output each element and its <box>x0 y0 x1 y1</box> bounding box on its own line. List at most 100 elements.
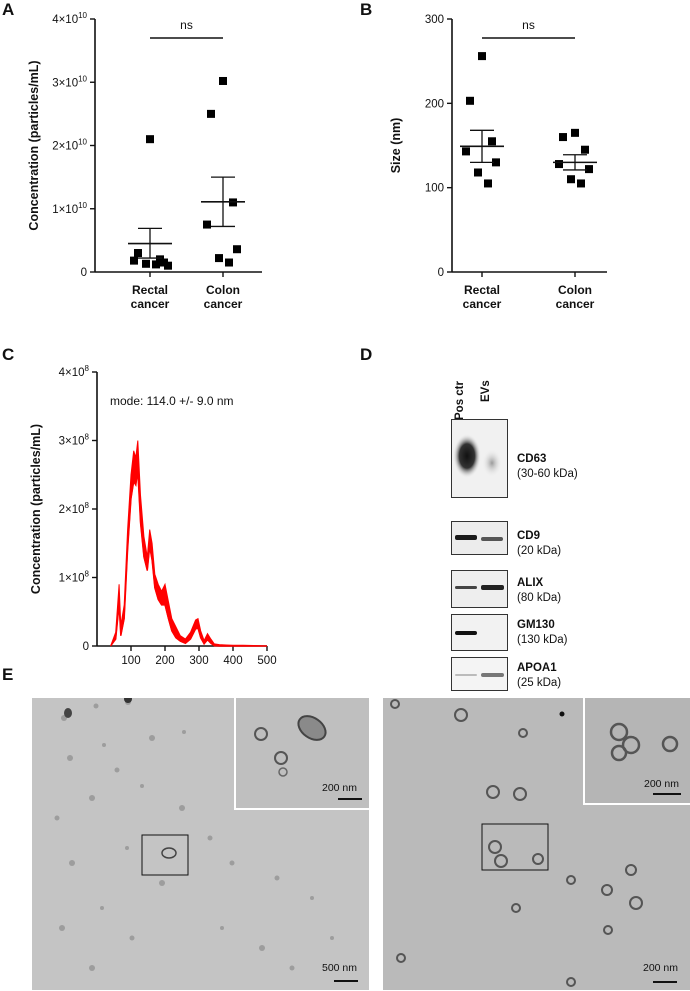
chart-c-annotation: mode: 114.0 +/- 9.0 nm <box>110 394 234 408</box>
chart-b-point-1-4 <box>585 165 593 174</box>
chart-b-point-0-6 <box>484 179 492 188</box>
chart-a-point-1-3 <box>203 220 211 229</box>
chart-b-y-axis-label: Size (nm) <box>389 118 403 174</box>
panel-letter-d: D <box>360 345 373 364</box>
chart-b-category-label-0-0: Rectal <box>464 283 500 297</box>
chart-a-significance-label: ns <box>180 18 193 32</box>
blot-cd63-image <box>451 419 508 498</box>
blot-alix-image <box>451 570 508 608</box>
chart-c-distribution-area <box>110 440 268 647</box>
tem-left-vesicles <box>54 698 358 982</box>
chart-b-category-label-1-0: Colon <box>558 283 592 297</box>
blot-alix-label: ALIX (80 kDa) <box>517 576 561 606</box>
chart-b-point-1-1 <box>559 133 567 142</box>
chart-b-significance-label: ns <box>522 18 535 32</box>
chart-a-ytick-label-4: 4×1010 <box>52 11 87 26</box>
chart-c-ytick-label-4: 4×108 <box>59 364 90 379</box>
chart-c-xtick-label-3: 400 <box>223 655 242 665</box>
chart-a-point-1-4 <box>233 245 241 254</box>
chart-c-xtick-label-0: 100 <box>121 655 140 665</box>
tem-image-left: 200 nm 500 nm <box>32 698 369 990</box>
chart-b-point-0-5 <box>474 168 482 177</box>
blot-alix-size: (80 kDa) <box>517 592 562 604</box>
chart-a-point-0-5 <box>142 259 150 268</box>
chart-a-point-1-0 <box>219 76 227 85</box>
blot-alix-name: ALIX <box>517 577 544 589</box>
blot-cd9-label: CD9 (20 kDa) <box>517 529 561 559</box>
tem-left-inset-vesicles <box>254 715 362 800</box>
panel-letter-b: B <box>360 0 373 19</box>
chart-c-ytick-label-2: 2×108 <box>59 501 90 516</box>
blot-cd63-name: CD63 <box>517 453 547 465</box>
chart-a-ytick-label-3: 3×1010 <box>52 74 87 89</box>
chart-b-category-label-0-1: cancer <box>463 297 502 311</box>
lane-label-pos-ctr: Pos ctr <box>454 381 466 420</box>
chart-a-ytick-label-2: 2×1010 <box>52 138 87 153</box>
panel-letter-c: C <box>2 345 15 364</box>
chart-c-size-distribution: 0 1×108 2×108 3×108 4×108 100 200 300 400 500 Conc… <box>29 364 277 665</box>
chart-a-point-1-6 <box>225 258 233 267</box>
chart-b-category-label-1-1: cancer <box>556 297 595 311</box>
chart-b-point-1-2 <box>581 145 589 154</box>
chart-a-ytick-label-1: 1×1010 <box>52 201 87 216</box>
chart-a-y-axis-label: Concentration (particles/mL) <box>27 60 41 230</box>
panel-letter-e: E <box>2 665 14 684</box>
tem-right-scale-label: 200 nm <box>643 962 679 974</box>
chart-a-point-0-0 <box>146 135 154 144</box>
blot-apoa1-label: APOA1 (25 kDa) <box>517 661 561 691</box>
lane-label-evs: EVs <box>480 380 492 402</box>
chart-a-category-label-0-0: Rectal <box>132 283 168 297</box>
chart-c-y-axis-label: Concentration (particles/mL) <box>29 424 43 594</box>
chart-b-point-1-3 <box>555 160 563 169</box>
chart-a-point-0-6 <box>152 260 160 269</box>
chart-b-ytick-label-3: 300 <box>425 14 444 26</box>
blot-gm130-image <box>451 614 508 651</box>
chart-c-distribution-lower-line <box>110 471 267 647</box>
panel-letter-a: A <box>2 0 15 19</box>
chart-a-category-label-1-1: cancer <box>204 297 243 311</box>
chart-a-point-0-1 <box>134 249 142 258</box>
tem-left-scale-label: 500 nm <box>322 962 358 974</box>
chart-c-ytick-label-1: 1×108 <box>59 570 90 585</box>
tem-right-inset: 200 nm <box>583 698 690 805</box>
chart-b-point-1-6 <box>577 179 585 188</box>
tem-right-inset-vesicles <box>609 722 681 795</box>
chart-b-point-0-1 <box>466 96 474 105</box>
chart-a-point-1-5 <box>215 254 223 263</box>
chart-b-point-0-3 <box>462 147 470 156</box>
chart-b-point-1-5 <box>567 175 575 184</box>
tem-right-inset-scale-label: 200 nm <box>644 778 680 790</box>
chart-a-category-label-0-1: cancer <box>131 297 170 311</box>
chart-b-point-1-0 <box>571 128 579 137</box>
chart-c-ytick-label-0: 0 <box>83 641 89 653</box>
blot-gm130-name: GM130 <box>517 619 555 631</box>
blot-apoa1-image <box>451 657 508 691</box>
chart-b-ytick-label-2: 200 <box>425 98 444 110</box>
tem-left-inset-scale-label: 200 nm <box>322 782 358 794</box>
chart-b-point-0-0 <box>478 52 486 61</box>
blot-cd9-size: (20 kDa) <box>517 545 562 557</box>
chart-a-concentration: 0 1×1010 2×1010 3×1010 4×1010 Concentration (… <box>27 11 262 311</box>
chart-c-ytick-label-3: 3×108 <box>59 433 90 448</box>
chart-a-point-0-7 <box>164 261 172 270</box>
blot-cd9-image <box>451 521 508 555</box>
blot-cd63-label: CD63 (30-60 kDa) <box>517 452 578 482</box>
chart-a-point-1-1 <box>207 109 215 118</box>
blot-gm130-size: (130 kDa) <box>517 634 568 646</box>
blot-cd9-name: CD9 <box>517 530 541 542</box>
blot-cd63-size: (30-60 kDa) <box>517 468 578 480</box>
chart-b-point-0-2 <box>488 137 496 146</box>
chart-b-ytick-label-0: 0 <box>438 267 444 279</box>
chart-a-ytick-label-0: 0 <box>81 267 87 279</box>
chart-c-xtick-label-1: 200 <box>155 655 174 665</box>
blot-gm130-label: GM130 (130 kDa) <box>517 618 568 648</box>
chart-a-category-label-1-0: Colon <box>206 283 240 297</box>
chart-a-point-0-3 <box>130 256 138 265</box>
blot-apoa1-name: APOA1 <box>517 662 557 674</box>
chart-b-ytick-label-1: 100 <box>425 183 444 195</box>
tem-image-right: 200 nm 200 nm <box>383 698 690 990</box>
tem-left-inset: 200 nm <box>234 698 369 810</box>
chart-c-xtick-label-4: 500 <box>257 655 276 665</box>
chart-c-xtick-label-2: 300 <box>189 655 208 665</box>
